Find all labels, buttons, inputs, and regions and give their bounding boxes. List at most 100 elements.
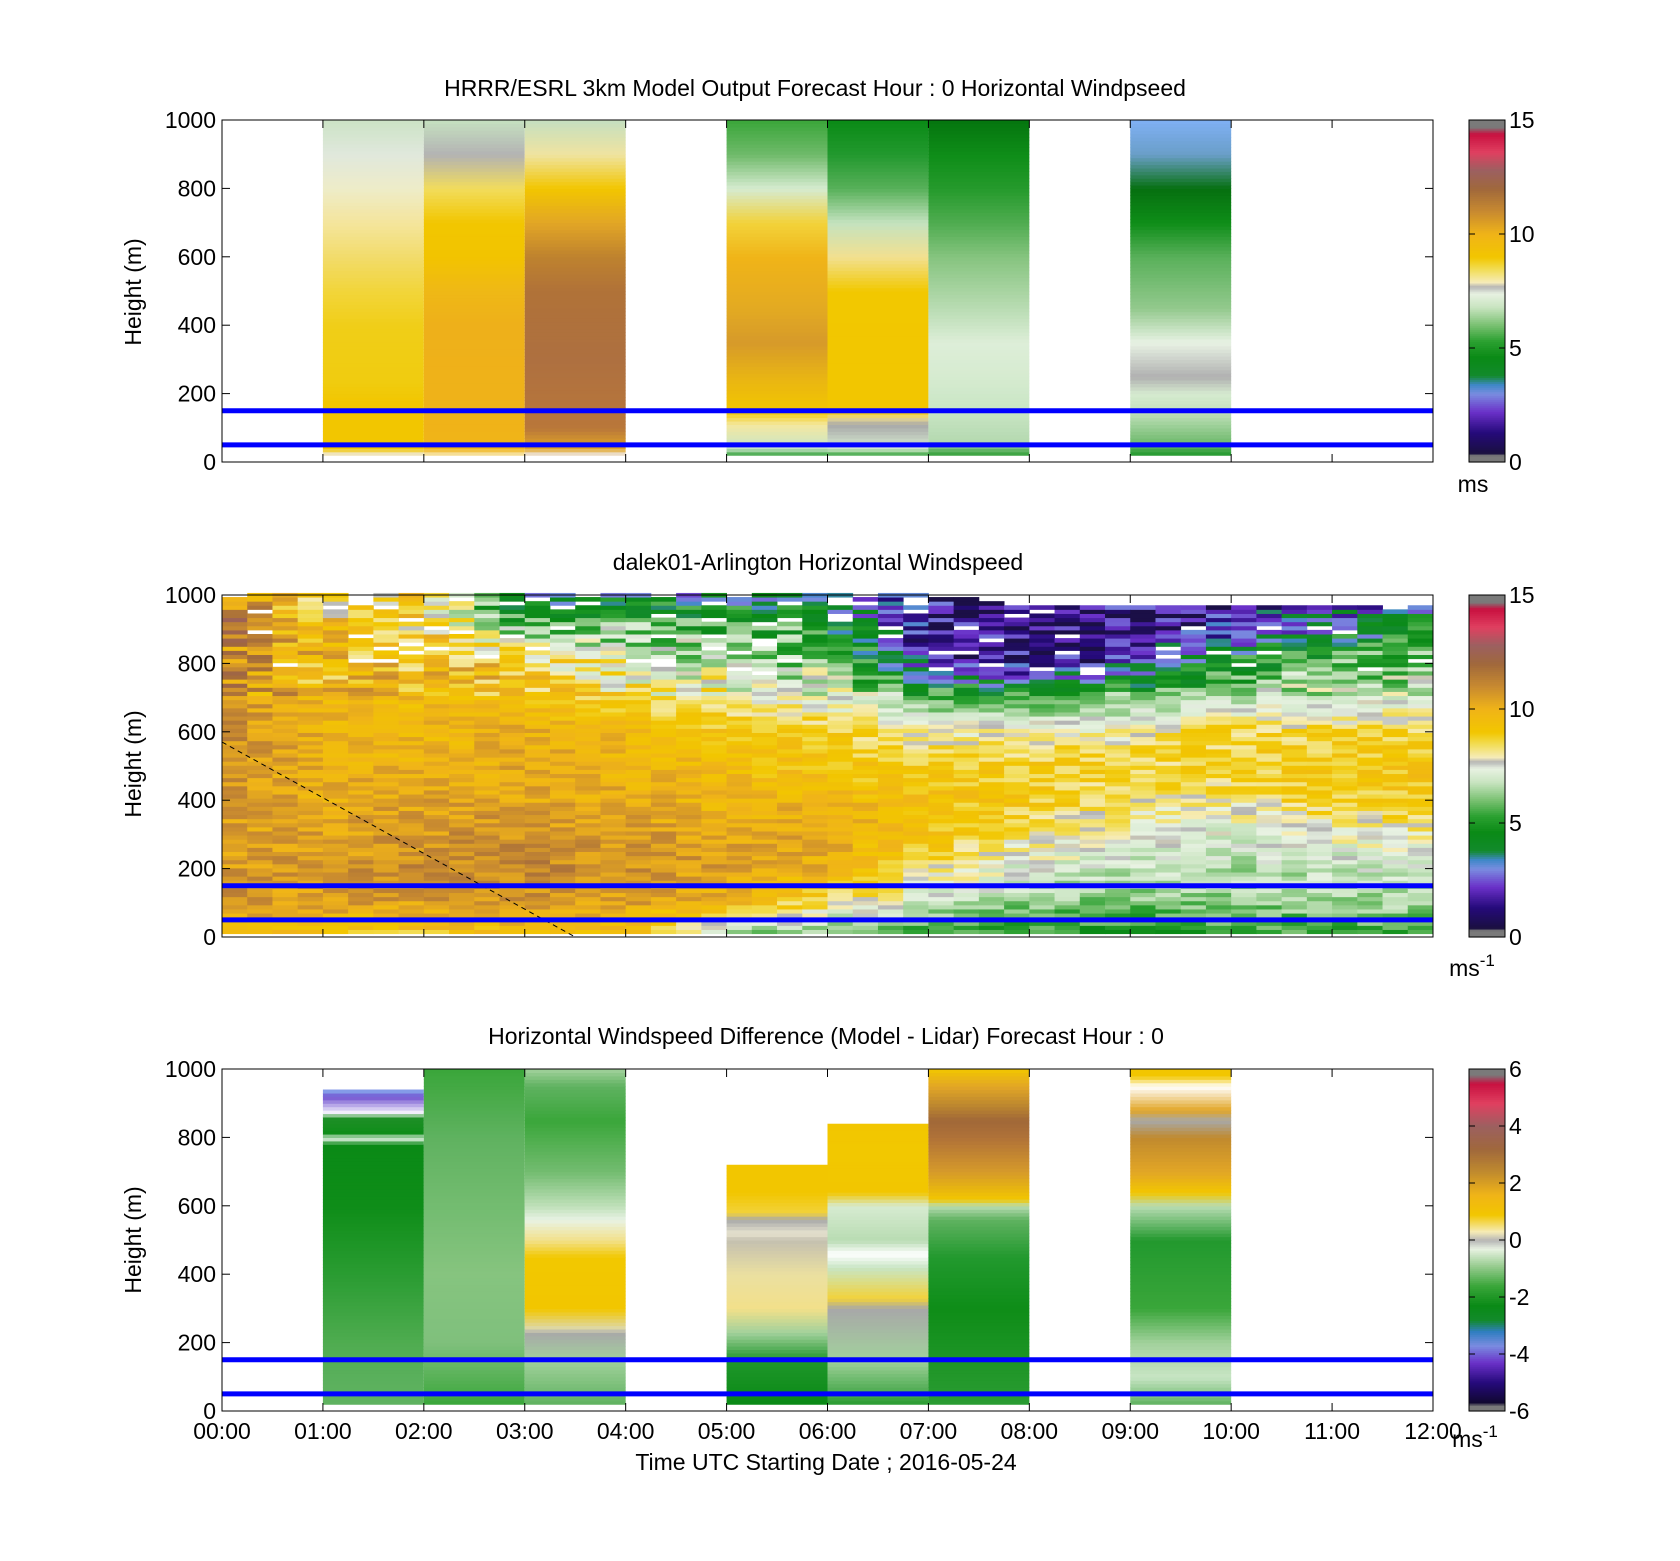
data-cell <box>322 720 349 725</box>
data-cell <box>1079 896 1106 902</box>
data-cell <box>1130 851 1156 857</box>
data-cell <box>322 781 349 787</box>
data-cell <box>423 379 525 384</box>
data-cell <box>751 835 778 840</box>
data-cell <box>222 687 248 692</box>
data-cell <box>827 277 929 282</box>
data-cell <box>953 695 980 701</box>
data-cell <box>1004 822 1030 828</box>
data-cell <box>726 732 753 738</box>
colorbar-segment <box>1469 852 1505 856</box>
data-cell <box>852 863 879 869</box>
data-cell <box>777 695 803 701</box>
data-cell <box>1382 876 1409 881</box>
data-cell <box>827 434 929 439</box>
data-cell <box>524 373 626 378</box>
colorbar-segment <box>1469 796 1505 799</box>
data-cell <box>524 359 626 364</box>
data-cell <box>1029 642 1055 647</box>
data-cell <box>1407 830 1434 836</box>
data-cell <box>524 229 626 234</box>
data-cell <box>398 687 425 692</box>
data-cell <box>726 683 753 688</box>
colorbar-segment <box>1469 743 1505 747</box>
data-cell <box>1079 818 1106 824</box>
data-cell <box>247 707 273 713</box>
data-cell <box>777 654 803 660</box>
data-cell <box>600 695 627 701</box>
data-cell <box>222 794 248 799</box>
data-cell <box>423 732 450 738</box>
data-cell <box>701 711 727 717</box>
data-cell <box>852 666 879 672</box>
data-cell <box>1054 789 1081 795</box>
data-cell <box>1079 908 1106 914</box>
data-cell <box>1332 880 1358 885</box>
data-cell <box>1256 753 1283 758</box>
data-cell <box>726 863 753 869</box>
data-cell <box>423 662 450 668</box>
data-cell <box>499 724 526 729</box>
colorbar-segment <box>1469 284 1505 288</box>
data-cell <box>1130 184 1232 189</box>
data-cell <box>398 843 425 848</box>
data-cell <box>928 822 955 828</box>
data-cell <box>726 448 828 453</box>
data-cell <box>1281 814 1308 820</box>
data-cell <box>449 761 475 766</box>
colorbar-segment <box>1469 820 1505 823</box>
data-cell <box>247 699 273 705</box>
data-cell <box>423 658 450 664</box>
data-cell <box>1382 806 1409 811</box>
data-cell <box>877 826 904 832</box>
data-cell <box>676 662 702 668</box>
data-cell <box>247 605 273 610</box>
data-cell <box>1130 338 1232 343</box>
data-cell <box>272 904 299 910</box>
data-cell <box>549 769 576 775</box>
data-cell <box>575 699 601 705</box>
data-cell <box>751 654 778 660</box>
data-cell <box>449 798 475 803</box>
data-cell <box>978 781 1005 787</box>
colorbar-segment <box>1469 729 1505 733</box>
data-cell <box>373 773 400 779</box>
data-cell <box>423 246 525 251</box>
data-cell <box>827 345 929 350</box>
data-cell <box>1079 921 1106 926</box>
data-cell <box>272 802 299 807</box>
data-cell <box>1130 297 1232 302</box>
data-cell <box>524 761 551 766</box>
data-cell <box>222 904 248 910</box>
data-cell <box>600 605 627 610</box>
data-cell <box>1029 773 1055 779</box>
data-cell <box>272 691 299 697</box>
data-cell <box>1004 748 1030 754</box>
data-cell <box>1130 753 1156 758</box>
data-cell <box>322 178 424 183</box>
data-cell <box>272 798 299 803</box>
data-cell <box>852 888 879 894</box>
data-cell <box>222 621 248 627</box>
data-cell <box>1357 794 1383 799</box>
data-cell <box>1180 654 1207 660</box>
data-cell <box>1332 921 1358 926</box>
data-cell <box>1004 789 1030 795</box>
data-cell <box>1205 773 1232 779</box>
data-cell <box>247 683 273 688</box>
data-cell <box>398 765 425 770</box>
data-cell <box>474 835 500 840</box>
colorbar-segment <box>1469 242 1505 246</box>
data-cell <box>877 769 904 775</box>
colorbar-segment <box>1469 341 1505 344</box>
data-cell <box>524 867 551 873</box>
data-cell <box>978 810 1005 816</box>
data-cell <box>877 818 904 824</box>
data-cell <box>1256 872 1283 877</box>
data-cell <box>953 691 980 697</box>
data-cell <box>549 633 576 639</box>
data-cell <box>1407 769 1434 775</box>
data-cell <box>449 666 475 672</box>
data-cell <box>524 843 551 848</box>
